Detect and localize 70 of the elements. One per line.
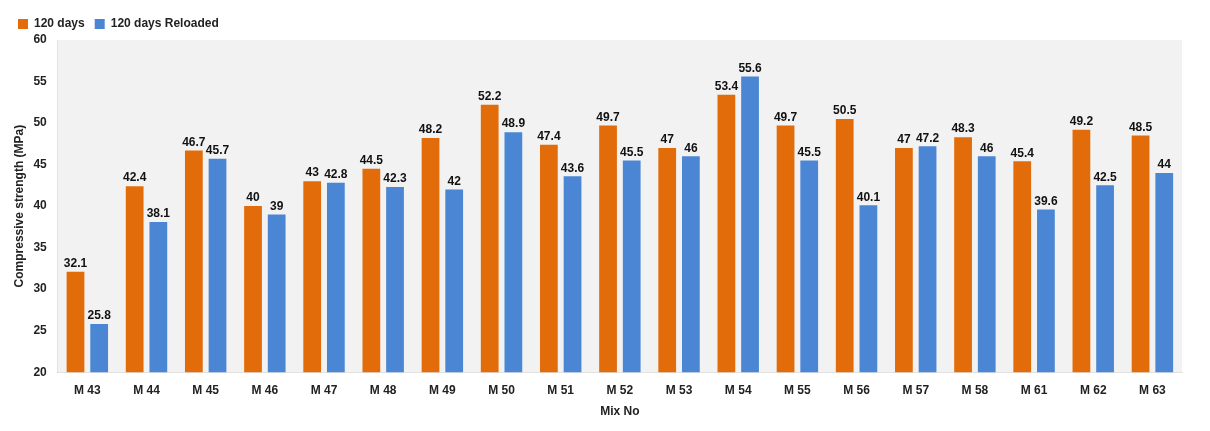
data-label: 47 [660, 132, 675, 147]
data-label: 47.2 [915, 130, 940, 145]
data-label: 42.5 [1093, 169, 1118, 184]
legend-label: 120 days [34, 16, 86, 31]
x-tick-label: M 52 [606, 382, 634, 397]
data-label: 25.8 [87, 308, 112, 323]
x-tick-label: M 57 [902, 382, 930, 397]
legend-label: 120 days Reloaded [110, 16, 219, 31]
x-tick-label: M 44 [133, 382, 161, 397]
data-label: 49.7 [596, 109, 621, 124]
x-tick-label: M 48 [369, 382, 397, 397]
y-tick-label: 55 [33, 73, 48, 88]
data-label: 48.2 [418, 122, 443, 137]
data-label: 47.4 [537, 128, 561, 143]
x-tick-label: M 50 [488, 382, 516, 397]
data-label: 55.6 [738, 60, 763, 75]
data-label: 46 [980, 140, 994, 155]
x-tick-label: M 46 [251, 382, 279, 397]
data-label: 49.7 [773, 109, 798, 124]
data-label: 47 [897, 132, 911, 147]
x-tick-label: M 43 [73, 382, 101, 397]
data-label: 42.3 [383, 171, 408, 186]
data-label: 40 [246, 190, 261, 205]
x-tick-label: M 54 [724, 382, 752, 397]
y-tick-label: 45 [33, 156, 48, 171]
data-label: 48.9 [501, 116, 526, 131]
x-tick-label: M 61 [1020, 382, 1048, 397]
x-tick-label: M 55 [784, 382, 812, 397]
data-label: 40.1 [856, 189, 881, 204]
x-tick-label: M 62 [1079, 382, 1107, 397]
x-tick-label: M 45 [192, 382, 220, 397]
x-tick-label: M 56 [843, 382, 871, 397]
x-axis-title: Mix No [600, 404, 640, 419]
data-label: 45.5 [797, 144, 822, 159]
y-tick-label: 60 [33, 32, 48, 47]
y-tick-label: 35 [33, 239, 48, 254]
data-label: 48.5 [1128, 119, 1153, 134]
data-label: 45.7 [205, 143, 230, 158]
y-tick-label: 25 [33, 322, 48, 337]
data-label: 46.7 [182, 134, 206, 149]
data-label: 50.5 [833, 103, 857, 118]
data-label: 43 [305, 165, 320, 180]
y-tick-label: 40 [33, 198, 48, 213]
y-tick-label: 30 [33, 281, 48, 296]
data-label: 42 [447, 173, 462, 188]
y-tick-label: 50 [33, 115, 48, 130]
data-label: 43.6 [560, 160, 585, 175]
data-label: 52.2 [478, 89, 502, 104]
y-tick-label: 20 [33, 364, 48, 379]
data-label: 49.2 [1069, 114, 1094, 129]
data-label: 42.8 [324, 167, 348, 182]
data-label: 39 [270, 198, 284, 213]
data-label: 46 [684, 140, 698, 155]
data-label: 53.4 [714, 79, 739, 94]
x-tick-label: M 63 [1139, 382, 1167, 397]
data-label: 39.6 [1034, 193, 1058, 208]
x-tick-label: M 49 [429, 382, 457, 397]
data-label: 32.1 [63, 256, 88, 271]
x-tick-label: M 51 [547, 382, 575, 397]
y-axis-title: Compressive strength (MPa) [11, 124, 26, 288]
data-label: 44.5 [359, 153, 384, 168]
x-tick-label: M 58 [961, 382, 989, 397]
data-label: 48.3 [951, 121, 976, 136]
data-label: 44 [1157, 157, 1172, 172]
x-tick-label: M 47 [310, 382, 338, 397]
data-label: 38.1 [146, 206, 171, 221]
data-label: 45.4 [1010, 145, 1035, 160]
data-label: 42.4 [122, 170, 147, 185]
x-tick-label: M 53 [665, 382, 693, 397]
data-label: 45.5 [620, 144, 644, 159]
